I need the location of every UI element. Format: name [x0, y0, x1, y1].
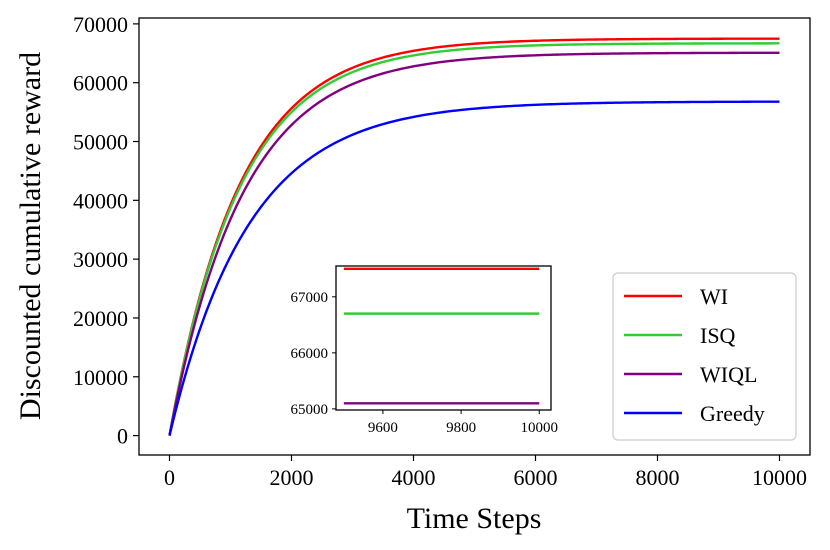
legend-label-isq: ISQ — [700, 323, 736, 348]
x-tick-label: 4000 — [392, 465, 436, 490]
main-series-lines — [168, 37, 780, 436]
legend-box — [612, 272, 797, 441]
inset-y-tick-label: 66000 — [291, 346, 329, 362]
series-line-greedy — [168, 100, 780, 436]
x-tick-label: 2000 — [270, 465, 314, 490]
y-tick-label: 10000 — [73, 365, 128, 390]
y-tick-label: 60000 — [73, 71, 128, 96]
inset-y-tick-label: 65000 — [291, 402, 329, 418]
x-tick-label: 10000 — [752, 465, 807, 490]
legend-label-greedy: Greedy — [700, 401, 765, 426]
main-plot-frame — [138, 17, 811, 456]
legend-label-wiql: WIQL — [700, 362, 757, 387]
inset-frame — [335, 265, 552, 411]
legend: WI ISQ WIQL Greedy — [612, 272, 797, 441]
y-tick-label: 40000 — [73, 188, 128, 213]
legend-label-wi: WI — [700, 284, 728, 309]
series-line-wiql — [168, 51, 780, 436]
x-tick-label: 0 — [164, 465, 175, 490]
series-line-wi — [168, 37, 780, 436]
x-tick-label: 8000 — [636, 465, 680, 490]
inset-axis-ticks: 9600 9800 10000 65000 66000 67000 — [291, 290, 559, 436]
inset-x-tick-label: 9800 — [446, 420, 476, 436]
inset-series-lines — [343, 267, 540, 405]
y-tick-label: 30000 — [73, 247, 128, 272]
y-tick-label: 20000 — [73, 306, 128, 331]
y-axis-title: Discounted cumulative reward — [14, 52, 47, 420]
y-tick-label: 70000 — [73, 12, 128, 37]
x-axis-title: Time Steps — [407, 502, 542, 535]
y-tick-label: 0 — [117, 424, 128, 449]
inset-y-tick-label: 67000 — [291, 290, 329, 306]
inset-zoom-plot: 9600 9800 10000 65000 66000 67000 — [291, 265, 559, 436]
inset-x-tick-label: 9600 — [368, 420, 398, 436]
inset-x-tick-label: 10000 — [521, 420, 559, 436]
x-tick-label: 6000 — [514, 465, 558, 490]
y-tick-label: 50000 — [73, 130, 128, 155]
main-axis-ticks: 0 2000 4000 6000 8000 10000 0 10000 20000 30000 40… — [73, 12, 807, 490]
series-line-isq — [168, 42, 780, 436]
